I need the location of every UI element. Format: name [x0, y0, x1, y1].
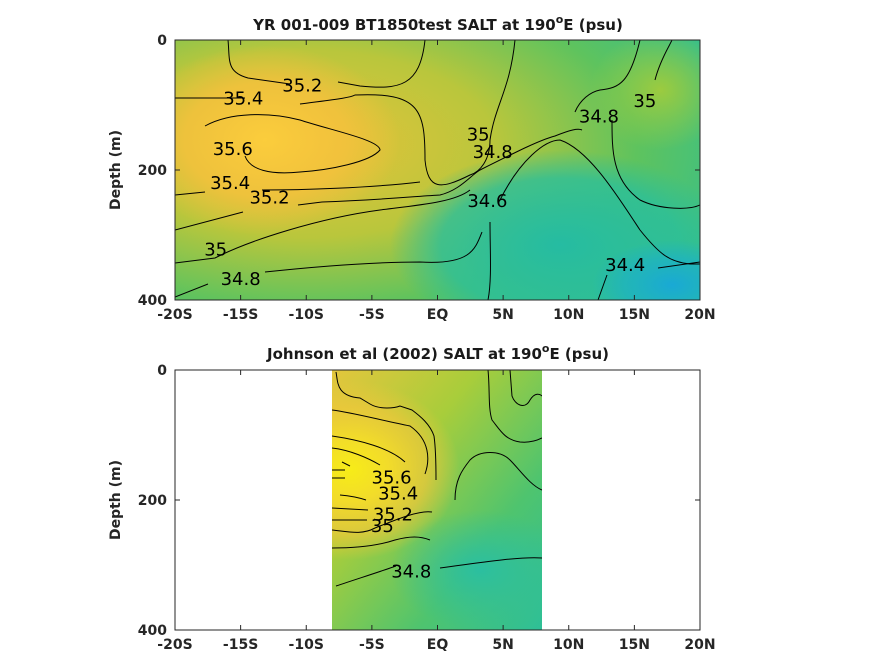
- contour-label: 35.6: [213, 139, 253, 160]
- y-tick-label: 400: [138, 623, 167, 639]
- observed-salinity-panel: Johnson et al (2002) SALT at 190oE (psu): [108, 342, 716, 653]
- contour-label: 34.8: [579, 107, 619, 128]
- x-tick-label: -15S: [223, 307, 258, 323]
- contour-label: 35.4: [378, 484, 418, 505]
- panel2-contour-labels: 35.635.435.235 34.8: [371, 467, 431, 582]
- y-tick-label: 200: [138, 493, 167, 509]
- panel2-x-axis: -20S -15S -10S -5S EQ 5N 10N 15N 20N: [157, 370, 716, 653]
- y-tick-label: 200: [138, 163, 167, 179]
- panel1-contour-labels: 35.235.435.635.435.23534.83534.834.634.8…: [204, 76, 656, 291]
- panel1-title: YR 001-009 BT1850test SALT at 190oE (psu…: [252, 13, 623, 34]
- model-salinity-panel: YR 001-009 BT1850test SALT at 190oE (psu…: [108, 13, 716, 323]
- panel1-x-axis: -20S -15S -10S -5S EQ 5N 10N 15N 20N: [157, 40, 716, 323]
- x-tick-label: EQ: [427, 637, 449, 653]
- y-tick-label: 400: [138, 293, 167, 309]
- contour-label: 34.4: [605, 255, 645, 276]
- x-tick-label: -10S: [289, 307, 324, 323]
- x-tick-label: 5N: [492, 637, 513, 653]
- panel2-y-axis-label: Depth (m): [108, 460, 124, 540]
- contour-label: 35.6: [372, 467, 412, 488]
- x-tick-label: -10S: [289, 637, 324, 653]
- contour-label: 35: [204, 239, 227, 260]
- contour-label: 34.6: [467, 191, 507, 212]
- x-tick-label: -20S: [157, 307, 192, 323]
- contour-label: 35.2: [373, 504, 413, 525]
- contour-label: 35: [467, 124, 490, 145]
- contour-label: 35.4: [223, 89, 263, 110]
- x-tick-label: EQ: [427, 307, 449, 323]
- panel2-salinity-field: [332, 370, 542, 630]
- x-tick-label: 5N: [492, 307, 513, 323]
- contour-label: 35.2: [282, 76, 322, 97]
- contour-label: 35: [371, 516, 394, 537]
- x-tick-label: 10N: [553, 307, 584, 323]
- x-tick-label: -15S: [223, 637, 258, 653]
- panel1-salinity-field: [175, 40, 700, 300]
- contour-label: 34.8: [391, 562, 431, 583]
- contour-label: 34.8: [473, 142, 513, 163]
- x-tick-label: -5S: [359, 307, 385, 323]
- panel2-y-axis: 0 200 400: [138, 363, 700, 639]
- y-tick-label: 0: [157, 33, 167, 49]
- x-tick-label: -5S: [359, 637, 385, 653]
- contour-label: 35: [633, 91, 656, 112]
- x-tick-label: 10N: [553, 637, 584, 653]
- x-tick-label: 20N: [684, 307, 715, 323]
- x-tick-label: 15N: [619, 637, 650, 653]
- panel2-title: Johnson et al (2002) SALT at 190oE (psu): [266, 342, 609, 363]
- contour-label: 34.8: [221, 269, 261, 290]
- panel1-y-axis: 0 200 400: [138, 33, 700, 309]
- contour-label: 35.4: [210, 173, 250, 194]
- x-tick-label: -20S: [157, 637, 192, 653]
- panel1-contour-lines: [175, 40, 700, 300]
- y-tick-label: 0: [157, 363, 167, 379]
- panel2-contour-lines: [332, 370, 542, 587]
- x-tick-label: 20N: [684, 637, 715, 653]
- contour-label: 35.2: [249, 187, 289, 208]
- x-tick-label: 15N: [619, 307, 650, 323]
- panel1-y-axis-label: Depth (m): [108, 130, 124, 210]
